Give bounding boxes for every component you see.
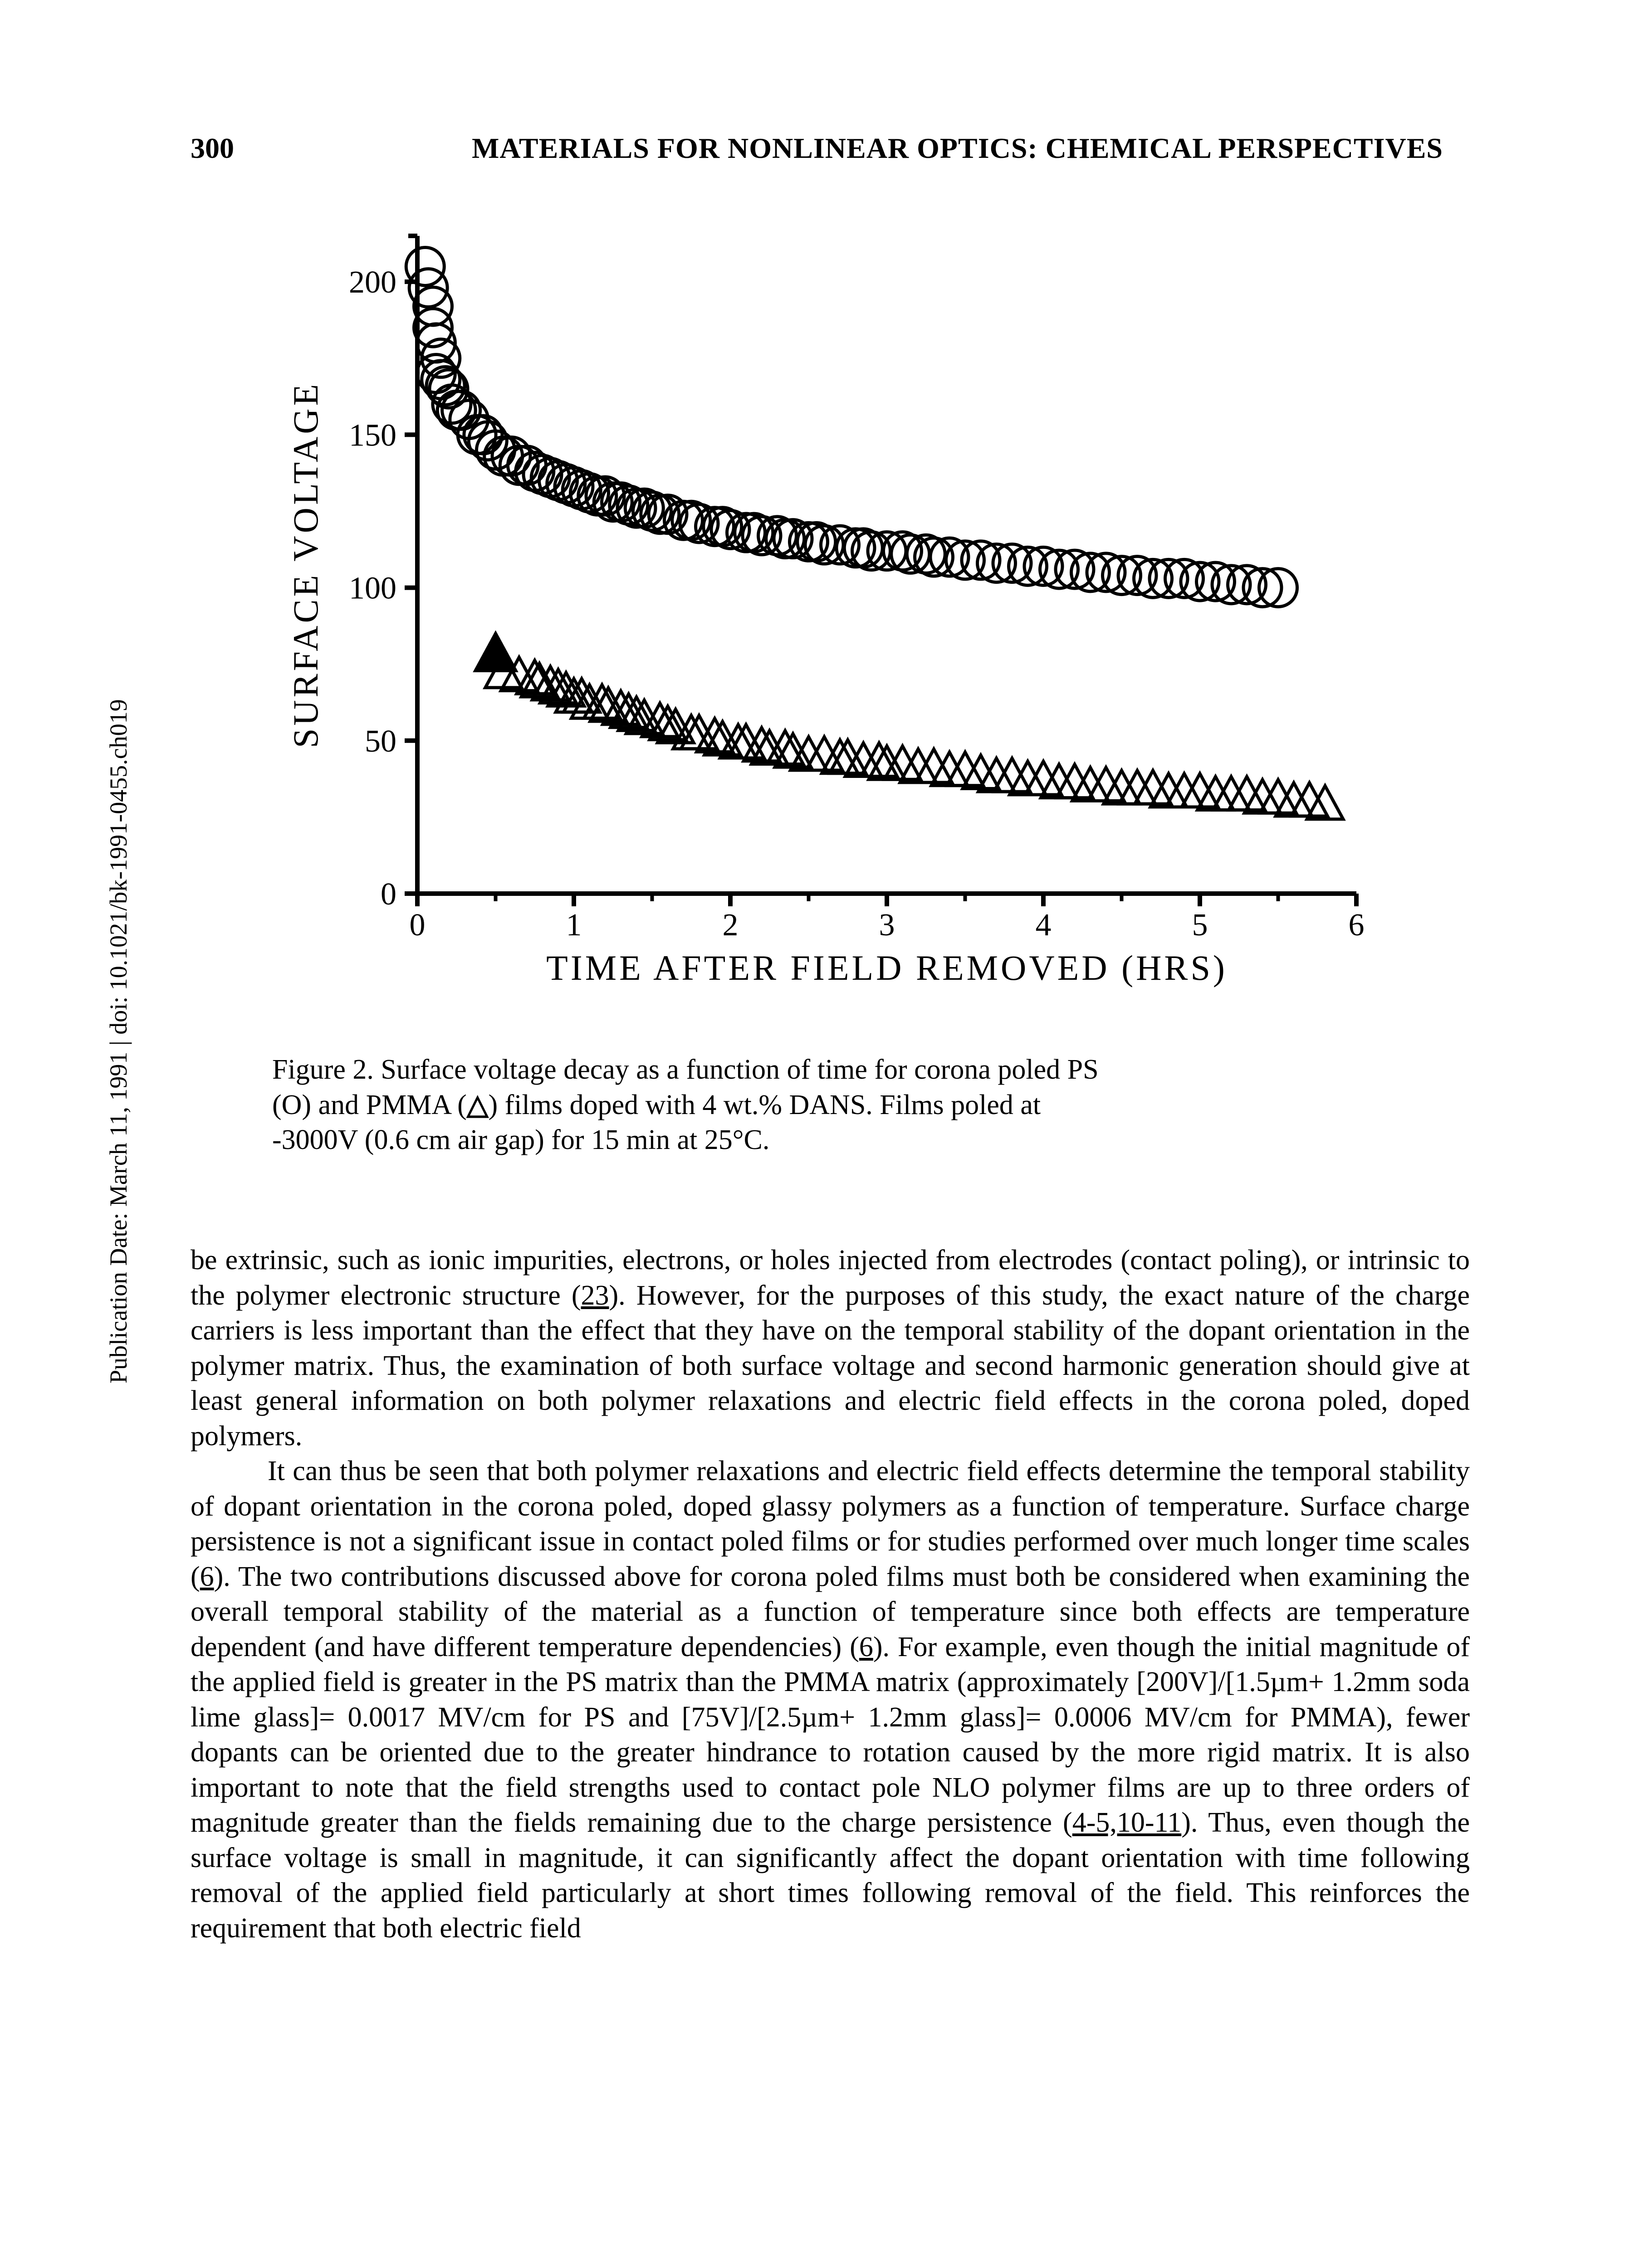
ref-23: 23 bbox=[581, 1280, 609, 1311]
svg-text:TIME AFTER FIELD REMOVED (: TIME AFTER FIELD REMOVED (HRS) bbox=[546, 948, 1228, 987]
svg-text:1: 1 bbox=[566, 908, 582, 943]
ref-6: 6 bbox=[200, 1561, 214, 1592]
publication-sidebar: Publication Date: March 11, 1991 | doi: … bbox=[104, 699, 132, 1383]
paragraph-1: be extrinsic, such as ionic impurities, … bbox=[191, 1243, 1470, 1454]
page: 300 MATERIALS FOR NONLINEAR OPTICS: CHEM… bbox=[0, 0, 1634, 2268]
figure-2-caption: Figure 2. Surface voltage decay as a fun… bbox=[272, 1052, 1384, 1158]
page-number: 300 bbox=[191, 132, 234, 165]
svg-text:100: 100 bbox=[349, 571, 396, 606]
svg-text:50: 50 bbox=[365, 724, 396, 759]
svg-text:5: 5 bbox=[1192, 908, 1208, 943]
caption-text: ) films doped with 4 wt.% DANS. Films po… bbox=[489, 1090, 1041, 1120]
ref-4-5-10-11: 4-5,10-11 bbox=[1072, 1807, 1182, 1838]
ref-6: 6 bbox=[859, 1632, 873, 1662]
figure-2-chart: 0 50 100 150 200 0 1 2 3 4 5 6 TIME AFTER FIELD REMO… bbox=[272, 218, 1384, 1012]
caption-text: (O) and PMMA ( bbox=[272, 1090, 467, 1120]
chart-svg: 0 50 100 150 200 0 1 2 3 4 5 6 TIME AFTER FIELD REMO… bbox=[272, 218, 1384, 1012]
svg-text:2: 2 bbox=[723, 908, 739, 943]
svg-text:6: 6 bbox=[1349, 908, 1365, 943]
triangle-symbol-icon: △ bbox=[467, 1090, 489, 1120]
paragraph-2: It can thus be seen that both polymer re… bbox=[191, 1454, 1470, 1946]
svg-text:3: 3 bbox=[879, 908, 895, 943]
svg-text:4: 4 bbox=[1036, 908, 1052, 943]
running-header: MATERIALS FOR NONLINEAR OPTICS: CHEMICAL… bbox=[472, 132, 1443, 165]
svg-text:0: 0 bbox=[410, 908, 426, 943]
svg-text:0: 0 bbox=[381, 877, 396, 912]
caption-text: -3000V (0.6 cm air gap) for 15 min at 25… bbox=[272, 1124, 769, 1155]
svg-text:SURFACE VOLTAGE: SURFACE VOLTAGE bbox=[286, 381, 325, 748]
caption-text: Figure 2. Surface voltage decay as a fun… bbox=[272, 1054, 1099, 1085]
svg-text:150: 150 bbox=[349, 418, 396, 453]
body-text: be extrinsic, such as ionic impurities, … bbox=[191, 1243, 1470, 1946]
svg-text:200: 200 bbox=[349, 265, 396, 300]
